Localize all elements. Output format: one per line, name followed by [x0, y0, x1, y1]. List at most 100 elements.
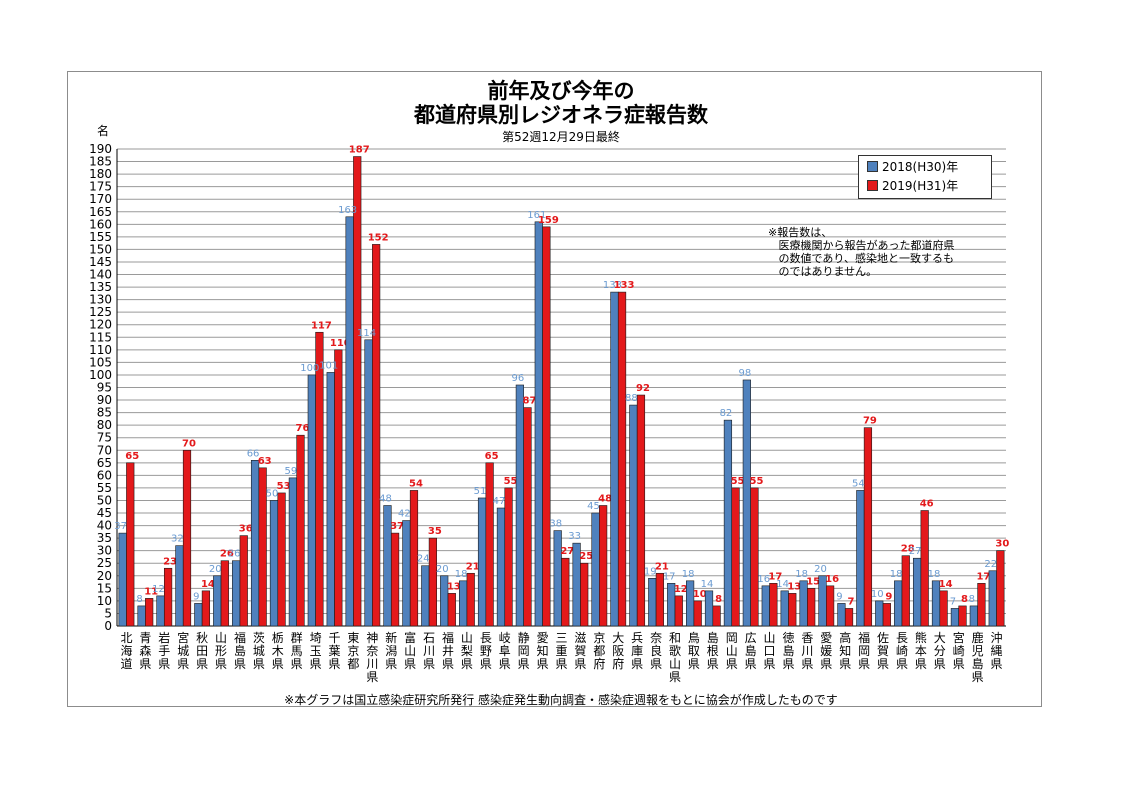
- bar-2019: [201, 590, 211, 627]
- bar-2018: [799, 580, 808, 627]
- data-label-2018: 9: [193, 591, 199, 602]
- bar-2018: [912, 557, 922, 627]
- bar-2019: [580, 562, 589, 627]
- bar-2019: [882, 603, 891, 627]
- data-label-2018: 98: [738, 368, 751, 379]
- bar-2018: [648, 577, 657, 627]
- y-tick-label: 15: [97, 581, 112, 595]
- bar-2018: [156, 595, 165, 627]
- data-label-2018: 16: [757, 574, 770, 585]
- y-tick-label: 90: [97, 393, 112, 407]
- chart-footer: ※本グラフは国立感染症研究所発行 感染症発生動向調査・感染症週報をもとに協会が作…: [284, 693, 838, 707]
- y-tick-label: 5: [104, 606, 112, 620]
- y-tick-label: 125: [89, 305, 112, 319]
- y-tick-label: 105: [89, 355, 112, 369]
- data-label-2019: 11: [144, 586, 158, 597]
- data-label-2018: 20: [814, 564, 827, 575]
- bar-2019: [712, 605, 721, 627]
- bar-2018: [269, 500, 279, 627]
- y-tick-label: 25: [97, 556, 112, 570]
- data-label-2018: 50: [266, 488, 279, 499]
- y-tick-label: 45: [97, 506, 112, 520]
- y-tick-label: 0: [104, 619, 112, 633]
- bar-2019: [372, 244, 381, 627]
- data-label-2018: 18: [682, 569, 695, 580]
- y-tick-label: 185: [89, 155, 112, 169]
- bar-2019: [826, 585, 835, 627]
- data-label-2018: 42: [398, 509, 411, 520]
- x-tick-label: 和歌山県: [669, 631, 681, 684]
- y-tick-label: 115: [89, 330, 112, 344]
- data-label-2019: 21: [655, 561, 669, 572]
- x-tick-label: 福井県: [442, 630, 454, 671]
- data-label-2019: 117: [311, 320, 332, 331]
- legend-swatch-2018: [867, 161, 878, 172]
- data-label-2019: 37: [390, 521, 404, 532]
- bar-2018: [591, 512, 600, 627]
- data-label-2019: 48: [598, 493, 612, 504]
- bar-2018: [364, 339, 373, 627]
- bar-2019: [145, 598, 154, 627]
- chart-note: ※報告数は、 医療機関から報告があった都道府県 の数値であり、感染地と一致するも…: [768, 226, 955, 278]
- x-tick-label: 岩手県: [158, 630, 170, 671]
- x-tick-label: 鳥取県: [688, 630, 700, 671]
- bar-2018: [704, 590, 714, 627]
- y-tick-label: 165: [89, 205, 112, 219]
- data-label-2019: 23: [163, 556, 177, 567]
- bar-2019: [977, 583, 986, 627]
- data-label-2019: 14: [201, 579, 215, 590]
- x-tick-label: 神奈川県: [366, 631, 378, 684]
- bar-2019: [920, 510, 929, 627]
- bar-2019: [220, 560, 229, 627]
- x-tick-label: 茨城県: [253, 631, 265, 671]
- data-label-2019: 87: [523, 396, 537, 407]
- bar-2018: [969, 605, 978, 627]
- bar-2019: [447, 593, 456, 627]
- data-label-2018: 18: [455, 569, 468, 580]
- data-label-2018: 59: [285, 466, 298, 477]
- bar-2018: [515, 384, 524, 627]
- bar-2018: [610, 291, 619, 627]
- bar-2018: [326, 372, 335, 627]
- data-label-2018: 18: [795, 569, 808, 580]
- data-label-2018: 82: [720, 408, 733, 419]
- y-tick-label: 160: [89, 217, 112, 231]
- bar-2018: [345, 216, 354, 627]
- chart-title-line1: 前年及び今年の: [487, 79, 635, 103]
- data-label-2018: 163: [338, 205, 357, 216]
- bar-2019: [901, 555, 910, 627]
- bar-2019: [239, 535, 248, 627]
- data-label-2018: 12: [152, 584, 165, 595]
- data-label-2019: 92: [636, 383, 650, 394]
- chart-title-line2: 都道府県別レジオネラ症報告数: [414, 103, 708, 127]
- x-tick-label: 愛媛県: [820, 631, 832, 671]
- data-label-2018: 18: [928, 569, 941, 580]
- y-tick-label: 150: [89, 242, 112, 256]
- y-tick-label: 140: [89, 268, 112, 282]
- bar-2019: [163, 567, 173, 627]
- bar-2018: [856, 490, 865, 627]
- bar-2019: [844, 608, 854, 627]
- legend-label-2019: 2019(H31)年: [882, 179, 959, 193]
- x-tick-label: 山口県: [764, 631, 776, 671]
- data-label-2019: 159: [538, 215, 559, 226]
- bar-2019: [485, 462, 494, 627]
- x-tick-label: 秋田県: [196, 631, 208, 671]
- bar-2018: [894, 580, 903, 627]
- data-label-2018: 33: [568, 531, 581, 542]
- x-tick-label: 愛知県: [537, 631, 549, 671]
- x-tick-label: 千葉県: [329, 631, 341, 671]
- data-label-2019: 35: [428, 526, 442, 537]
- data-label-2019: 110: [330, 338, 351, 349]
- x-tick-label: 佐賀県: [877, 631, 889, 671]
- data-label-2019: 17: [976, 571, 990, 582]
- bar-2019: [428, 537, 437, 627]
- bar-2019: [731, 487, 740, 627]
- data-label-2018: 27: [909, 546, 922, 557]
- y-tick-label: 50: [97, 493, 112, 507]
- data-label-2019: 13: [447, 581, 461, 592]
- y-tick-label: 35: [97, 531, 112, 545]
- x-tick-label: 岡山県: [726, 631, 738, 671]
- data-label-2019: 10: [693, 589, 707, 600]
